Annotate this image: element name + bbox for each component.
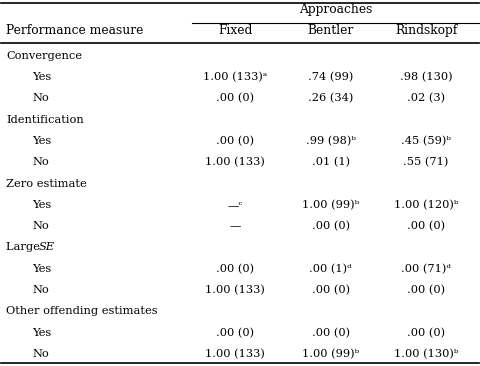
Text: —: — <box>229 221 241 231</box>
Text: 1.00 (130)ᵇ: 1.00 (130)ᵇ <box>394 349 458 359</box>
Text: Approaches: Approaches <box>299 3 372 16</box>
Text: 1.00 (120)ᵇ: 1.00 (120)ᵇ <box>394 200 458 210</box>
Text: Bentler: Bentler <box>308 24 354 37</box>
Text: Other offending estimates: Other offending estimates <box>6 306 158 316</box>
Text: No: No <box>33 93 49 103</box>
Text: Identification: Identification <box>6 115 84 124</box>
Text: .00 (0): .00 (0) <box>216 328 254 338</box>
Text: 1.00 (133): 1.00 (133) <box>205 157 265 167</box>
Text: .00 (0): .00 (0) <box>216 264 254 274</box>
Text: Yes: Yes <box>33 264 52 274</box>
Text: .00 (0): .00 (0) <box>216 93 254 104</box>
Text: Yes: Yes <box>33 328 52 338</box>
Text: Yes: Yes <box>33 136 52 146</box>
Text: .00 (1)ᵈ: .00 (1)ᵈ <box>309 264 352 274</box>
Text: .98 (130): .98 (130) <box>400 72 453 82</box>
Text: No: No <box>33 221 49 231</box>
Text: .55 (71): .55 (71) <box>403 157 449 167</box>
Text: 1.00 (133): 1.00 (133) <box>205 349 265 359</box>
Text: .99 (98)ᵇ: .99 (98)ᵇ <box>306 136 356 146</box>
Text: Rindskopf: Rindskopf <box>395 24 457 37</box>
Text: .02 (3): .02 (3) <box>407 93 445 104</box>
Text: .00 (0): .00 (0) <box>312 221 350 231</box>
Text: 1.00 (133)ᵃ: 1.00 (133)ᵃ <box>203 72 267 82</box>
Text: No: No <box>33 349 49 359</box>
Text: Performance measure: Performance measure <box>6 24 144 37</box>
Text: Yes: Yes <box>33 200 52 210</box>
Text: SE: SE <box>38 242 55 253</box>
Text: .00 (0): .00 (0) <box>216 136 254 146</box>
Text: 1.00 (99)ᵇ: 1.00 (99)ᵇ <box>302 349 360 359</box>
Text: .74 (99): .74 (99) <box>308 72 353 82</box>
Text: Fixed: Fixed <box>218 24 252 37</box>
Text: .00 (0): .00 (0) <box>407 221 445 231</box>
Text: .00 (0): .00 (0) <box>312 328 350 338</box>
Text: —ᶜ: —ᶜ <box>228 200 243 210</box>
Text: .01 (1): .01 (1) <box>312 157 350 167</box>
Text: Convergence: Convergence <box>6 51 82 61</box>
Text: No: No <box>33 285 49 295</box>
Text: Yes: Yes <box>33 72 52 82</box>
Text: Large: Large <box>6 242 44 253</box>
Text: .00 (0): .00 (0) <box>407 328 445 338</box>
Text: .00 (71)ᵈ: .00 (71)ᵈ <box>401 264 451 274</box>
Text: Zero estimate: Zero estimate <box>6 179 87 188</box>
Text: 1.00 (99)ᵇ: 1.00 (99)ᵇ <box>302 200 360 210</box>
Text: 1.00 (133): 1.00 (133) <box>205 285 265 295</box>
Text: .00 (0): .00 (0) <box>407 285 445 295</box>
Text: .26 (34): .26 (34) <box>308 93 353 104</box>
Text: .45 (59)ᵇ: .45 (59)ᵇ <box>401 136 451 146</box>
Text: .00 (0): .00 (0) <box>312 285 350 295</box>
Text: No: No <box>33 157 49 167</box>
